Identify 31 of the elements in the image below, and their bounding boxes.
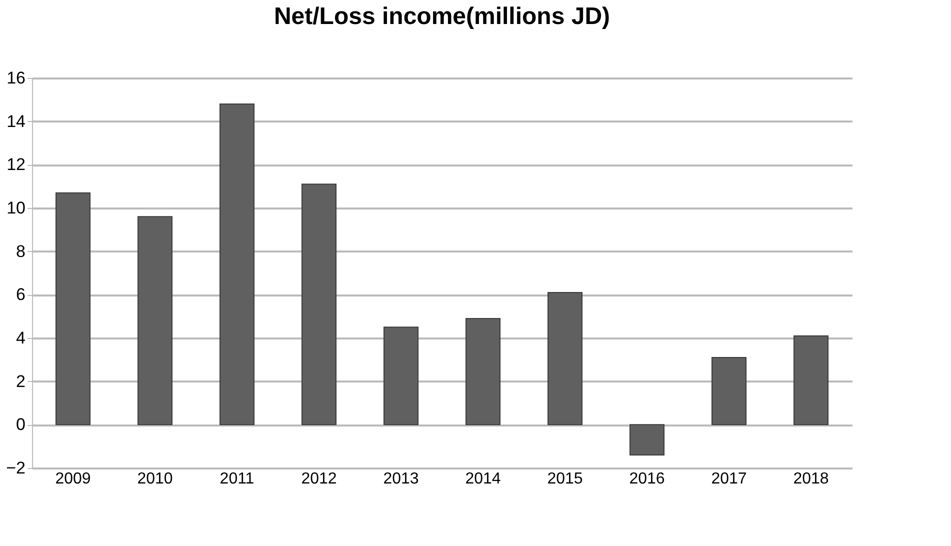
bar — [220, 104, 254, 426]
x-tick-label: 2014 — [465, 470, 501, 488]
x-tick-label: 2013 — [383, 470, 419, 488]
bar — [712, 357, 746, 426]
x-tick-label: 2018 — [793, 470, 829, 488]
y-tick-label: 8 — [16, 242, 26, 261]
bar — [794, 335, 828, 426]
y-tick-label: 10 — [6, 198, 26, 218]
y-tick-label: 6 — [16, 285, 26, 304]
y-tick-label: −2 — [6, 458, 26, 478]
chart-title: Net/Loss income(millions JD) — [274, 3, 610, 30]
y-tick-label: 16 — [6, 68, 26, 88]
bar — [384, 326, 418, 426]
x-tick-label: 2010 — [137, 470, 173, 488]
x-tick-label: 2011 — [220, 470, 254, 488]
y-tick-label: 12 — [6, 155, 26, 174]
bar — [138, 216, 172, 426]
x-tick-label: 2012 — [301, 470, 337, 488]
y-tick-label: 2 — [16, 372, 26, 391]
bar — [548, 292, 582, 426]
x-tick-label: 2016 — [629, 470, 665, 488]
bar — [466, 318, 500, 426]
y-tick-label: 14 — [6, 112, 26, 131]
bar — [302, 184, 336, 426]
bar — [630, 424, 664, 456]
x-tick-label: 2009 — [55, 470, 91, 488]
y-tick-label: 4 — [16, 328, 26, 348]
x-tick-label: 2015 — [547, 470, 583, 488]
bar — [56, 192, 90, 426]
y-tick-label: 0 — [16, 415, 26, 434]
x-tick-label: 2017 — [711, 470, 747, 488]
